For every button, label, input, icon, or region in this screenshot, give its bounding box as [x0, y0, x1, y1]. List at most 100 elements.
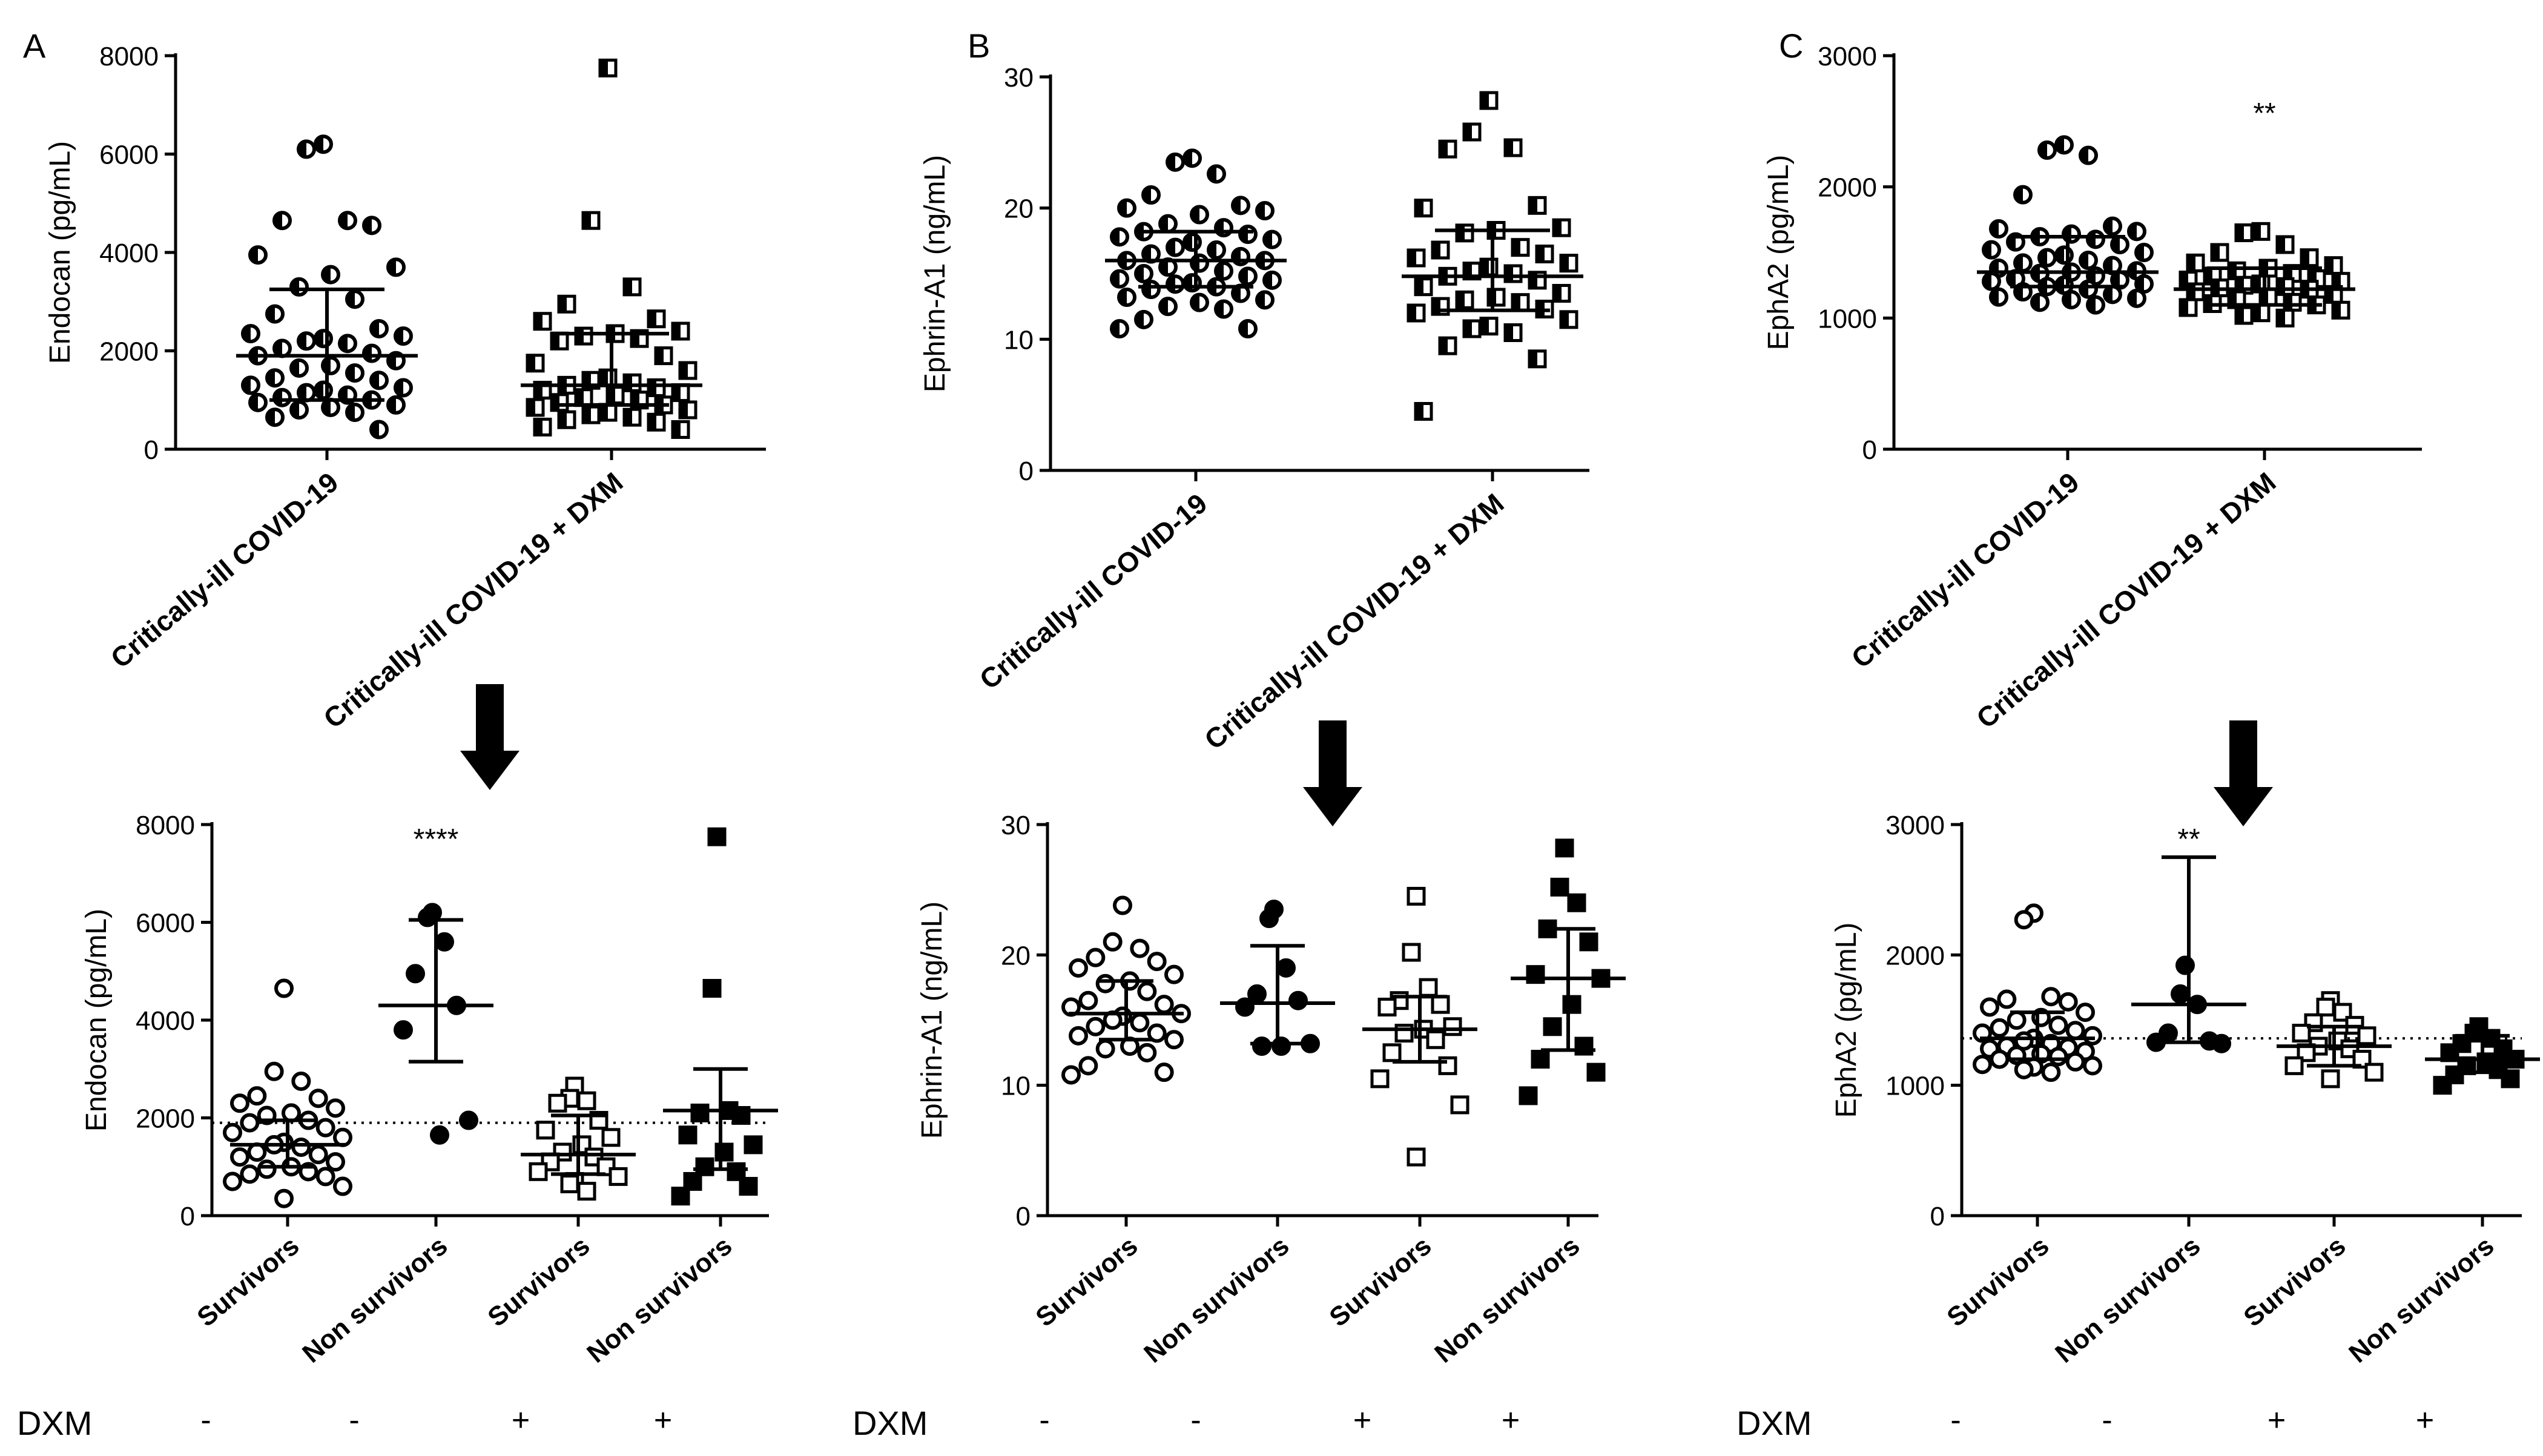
data-point — [1431, 995, 1450, 1014]
data-point — [291, 1137, 311, 1157]
data-point — [695, 1157, 714, 1176]
dxm-sign: + — [1502, 1403, 1520, 1438]
x-tick-label: Critically-ill COVID-19 + DXM — [317, 466, 628, 734]
data-point — [2014, 910, 2034, 930]
chart-b-top: 0 10 20 30 Ephrin-A1 (ng/mL) Critically-ill C… — [919, 63, 1589, 756]
data-point — [2014, 1059, 2034, 1079]
y-tick-label: 6000 — [136, 909, 195, 938]
data-point — [1377, 997, 1397, 1016]
y-tick-label: 2000 — [99, 337, 159, 367]
data-point — [548, 1093, 567, 1113]
x-tick-label: Critically-ill COVID-19 — [1845, 466, 2085, 674]
data-point — [2041, 987, 2061, 1007]
data-point — [1147, 1023, 1167, 1043]
data-point — [230, 1093, 249, 1113]
significance-label: **** — [414, 823, 459, 855]
y-tick-label: 10 — [1004, 325, 1034, 355]
data-point — [2321, 1069, 2340, 1089]
data-point — [1543, 1017, 1562, 1036]
data-point — [223, 1171, 242, 1191]
data-point — [536, 1121, 555, 1140]
data-point — [1450, 1095, 1469, 1115]
data-point — [257, 1159, 277, 1179]
data-point — [577, 1182, 596, 1201]
data-point — [315, 1118, 335, 1138]
data-point — [1990, 1049, 2010, 1069]
data-point — [609, 1167, 628, 1186]
data-point — [1288, 990, 1308, 1010]
data-point — [406, 964, 425, 984]
data-point — [2364, 1062, 2384, 1082]
data-point — [459, 1110, 478, 1130]
y-tick-label: 0 — [1019, 456, 1034, 486]
x-tick-label: Non survivors — [297, 1231, 453, 1369]
x-tick-label: Survivors — [2238, 1231, 2351, 1332]
y-axis-label: EphA2 (pg/mL) — [1830, 923, 1862, 1118]
data-point — [1154, 995, 1174, 1015]
x-tick-label: Non survivors — [2050, 1231, 2206, 1369]
data-point — [1382, 1043, 1402, 1062]
data-point — [1586, 1062, 1606, 1082]
x-tick-label: Survivors — [482, 1231, 595, 1332]
y-tick-label: 3000 — [1818, 42, 1877, 71]
data-point — [2433, 1076, 2452, 1095]
data-point — [1567, 893, 1586, 912]
x-tick-label: Non survivors — [581, 1231, 737, 1369]
dxm-sign: + — [2268, 1403, 2286, 1438]
data-point — [2065, 1021, 2085, 1041]
dxm-sign: + — [2416, 1403, 2434, 1438]
data-point — [1419, 978, 1438, 997]
data-point — [1370, 1069, 1390, 1089]
data-point — [707, 827, 727, 846]
panel-label-b: B — [968, 27, 990, 65]
data-point — [2340, 1039, 2360, 1058]
data-point — [601, 1128, 621, 1147]
y-tick-label: 0 — [1930, 1202, 1945, 1231]
y-tick-label: 6000 — [99, 140, 159, 170]
data-point — [2058, 992, 2078, 1012]
y-tick-label: 3000 — [1885, 811, 1945, 840]
data-point — [315, 1167, 335, 1187]
dxm-label-b: DXM — [853, 1404, 928, 1442]
y-tick-label: 4000 — [99, 239, 159, 268]
chart-c-top: 0 1000 2000 3000 EphA2 (pg/mL) Critically-ill… — [1763, 42, 2422, 734]
x-tick-label: Survivors — [1941, 1231, 2054, 1332]
data-point — [2493, 1039, 2513, 1058]
data-point — [247, 1142, 267, 1162]
data-point — [683, 1171, 702, 1191]
x-tick-label: Survivors — [191, 1231, 305, 1332]
data-point — [274, 1188, 294, 1208]
down-arrow-icon — [1303, 720, 1362, 826]
y-axis-label: Ephrin-A1 (ng/mL) — [919, 155, 951, 392]
data-point — [1555, 838, 1574, 858]
x-tick-label: Survivors — [1324, 1231, 1437, 1332]
dxm-sign: + — [1353, 1403, 1371, 1438]
data-point — [1086, 1016, 1106, 1036]
data-point — [690, 1103, 710, 1122]
data-point — [1531, 1050, 1550, 1069]
x-tick-label: Critically-ill COVID-19 + DXM — [1198, 487, 1509, 756]
data-point — [529, 1162, 548, 1181]
dxm-sign: - — [1190, 1403, 1201, 1438]
data-point — [308, 1089, 328, 1108]
y-tick-label: 2000 — [136, 1104, 195, 1134]
data-point — [1154, 1062, 1174, 1082]
data-point — [264, 1061, 284, 1081]
data-point — [1095, 1039, 1115, 1059]
data-point — [1973, 1055, 1992, 1075]
dxm-sign: - — [1950, 1403, 1961, 1438]
data-point — [326, 1098, 345, 1118]
data-point — [1137, 981, 1157, 1001]
data-point — [1276, 958, 1296, 978]
down-arrow-icon — [460, 684, 519, 790]
data-point — [702, 979, 722, 998]
y-tick-label: 2000 — [1885, 941, 1945, 970]
y-tick-label: 20 — [1004, 194, 1034, 224]
data-point — [739, 1177, 758, 1196]
panel-label-c: C — [1779, 27, 1803, 65]
data-point — [2171, 984, 2190, 1004]
data-point — [430, 1125, 449, 1145]
data-point — [2048, 1047, 2068, 1067]
x-tick-label: Critically-ill COVID-19 — [974, 487, 1213, 696]
y-tick-label: 0 — [144, 435, 159, 465]
